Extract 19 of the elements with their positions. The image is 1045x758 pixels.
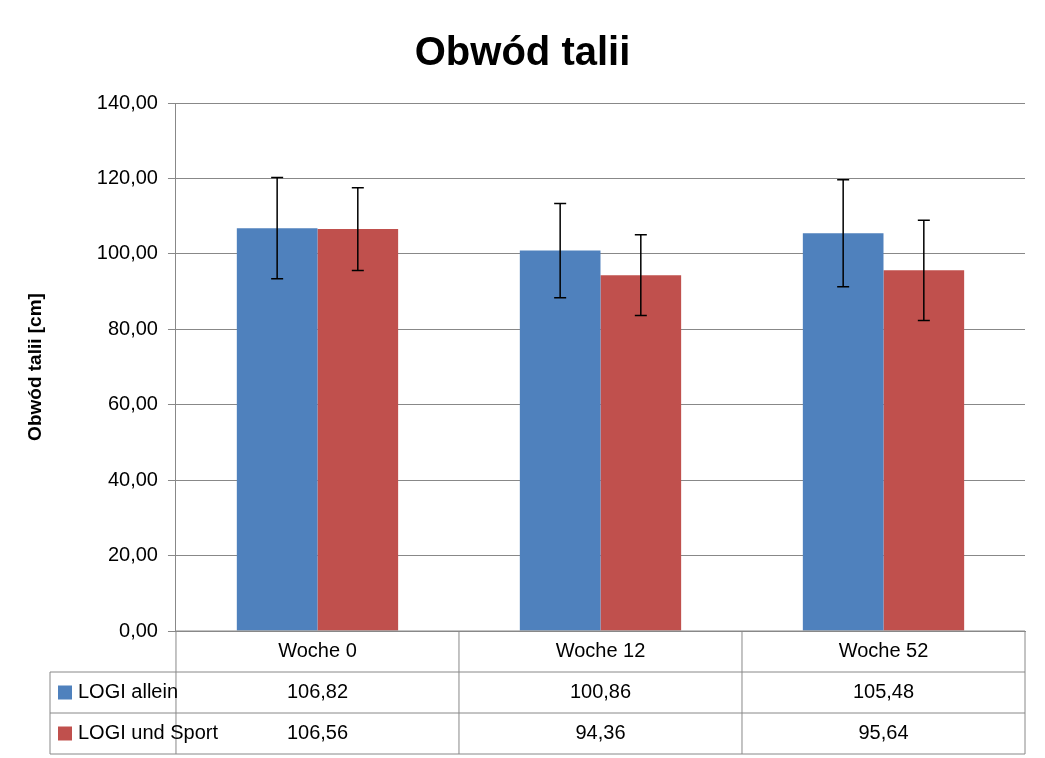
y-tick-label: 100,00 <box>96 241 158 264</box>
y-axis-title: Obwód talii [cm] <box>23 293 45 441</box>
x-tick-label: Woche 0 <box>278 639 357 662</box>
y-tick-label: 40,00 <box>107 467 158 490</box>
x-tick-label: Woche 12 <box>555 639 646 662</box>
y-tick-label: 20,00 <box>107 543 158 566</box>
y-tick-label: 120,00 <box>96 165 158 188</box>
x-tick-label: Woche 52 <box>838 639 929 662</box>
y-tick-label: 60,00 <box>107 392 158 415</box>
bar <box>519 250 601 631</box>
bar <box>883 270 965 631</box>
y-tick-label: 140,00 <box>96 90 158 113</box>
y-tick-label: 0,00 <box>119 618 158 641</box>
bar <box>802 233 884 631</box>
bar <box>600 275 682 631</box>
bar <box>236 228 318 631</box>
chart-title: Obwód talii <box>414 29 631 74</box>
bar <box>317 229 399 631</box>
y-tick-label: 80,00 <box>107 316 158 339</box>
